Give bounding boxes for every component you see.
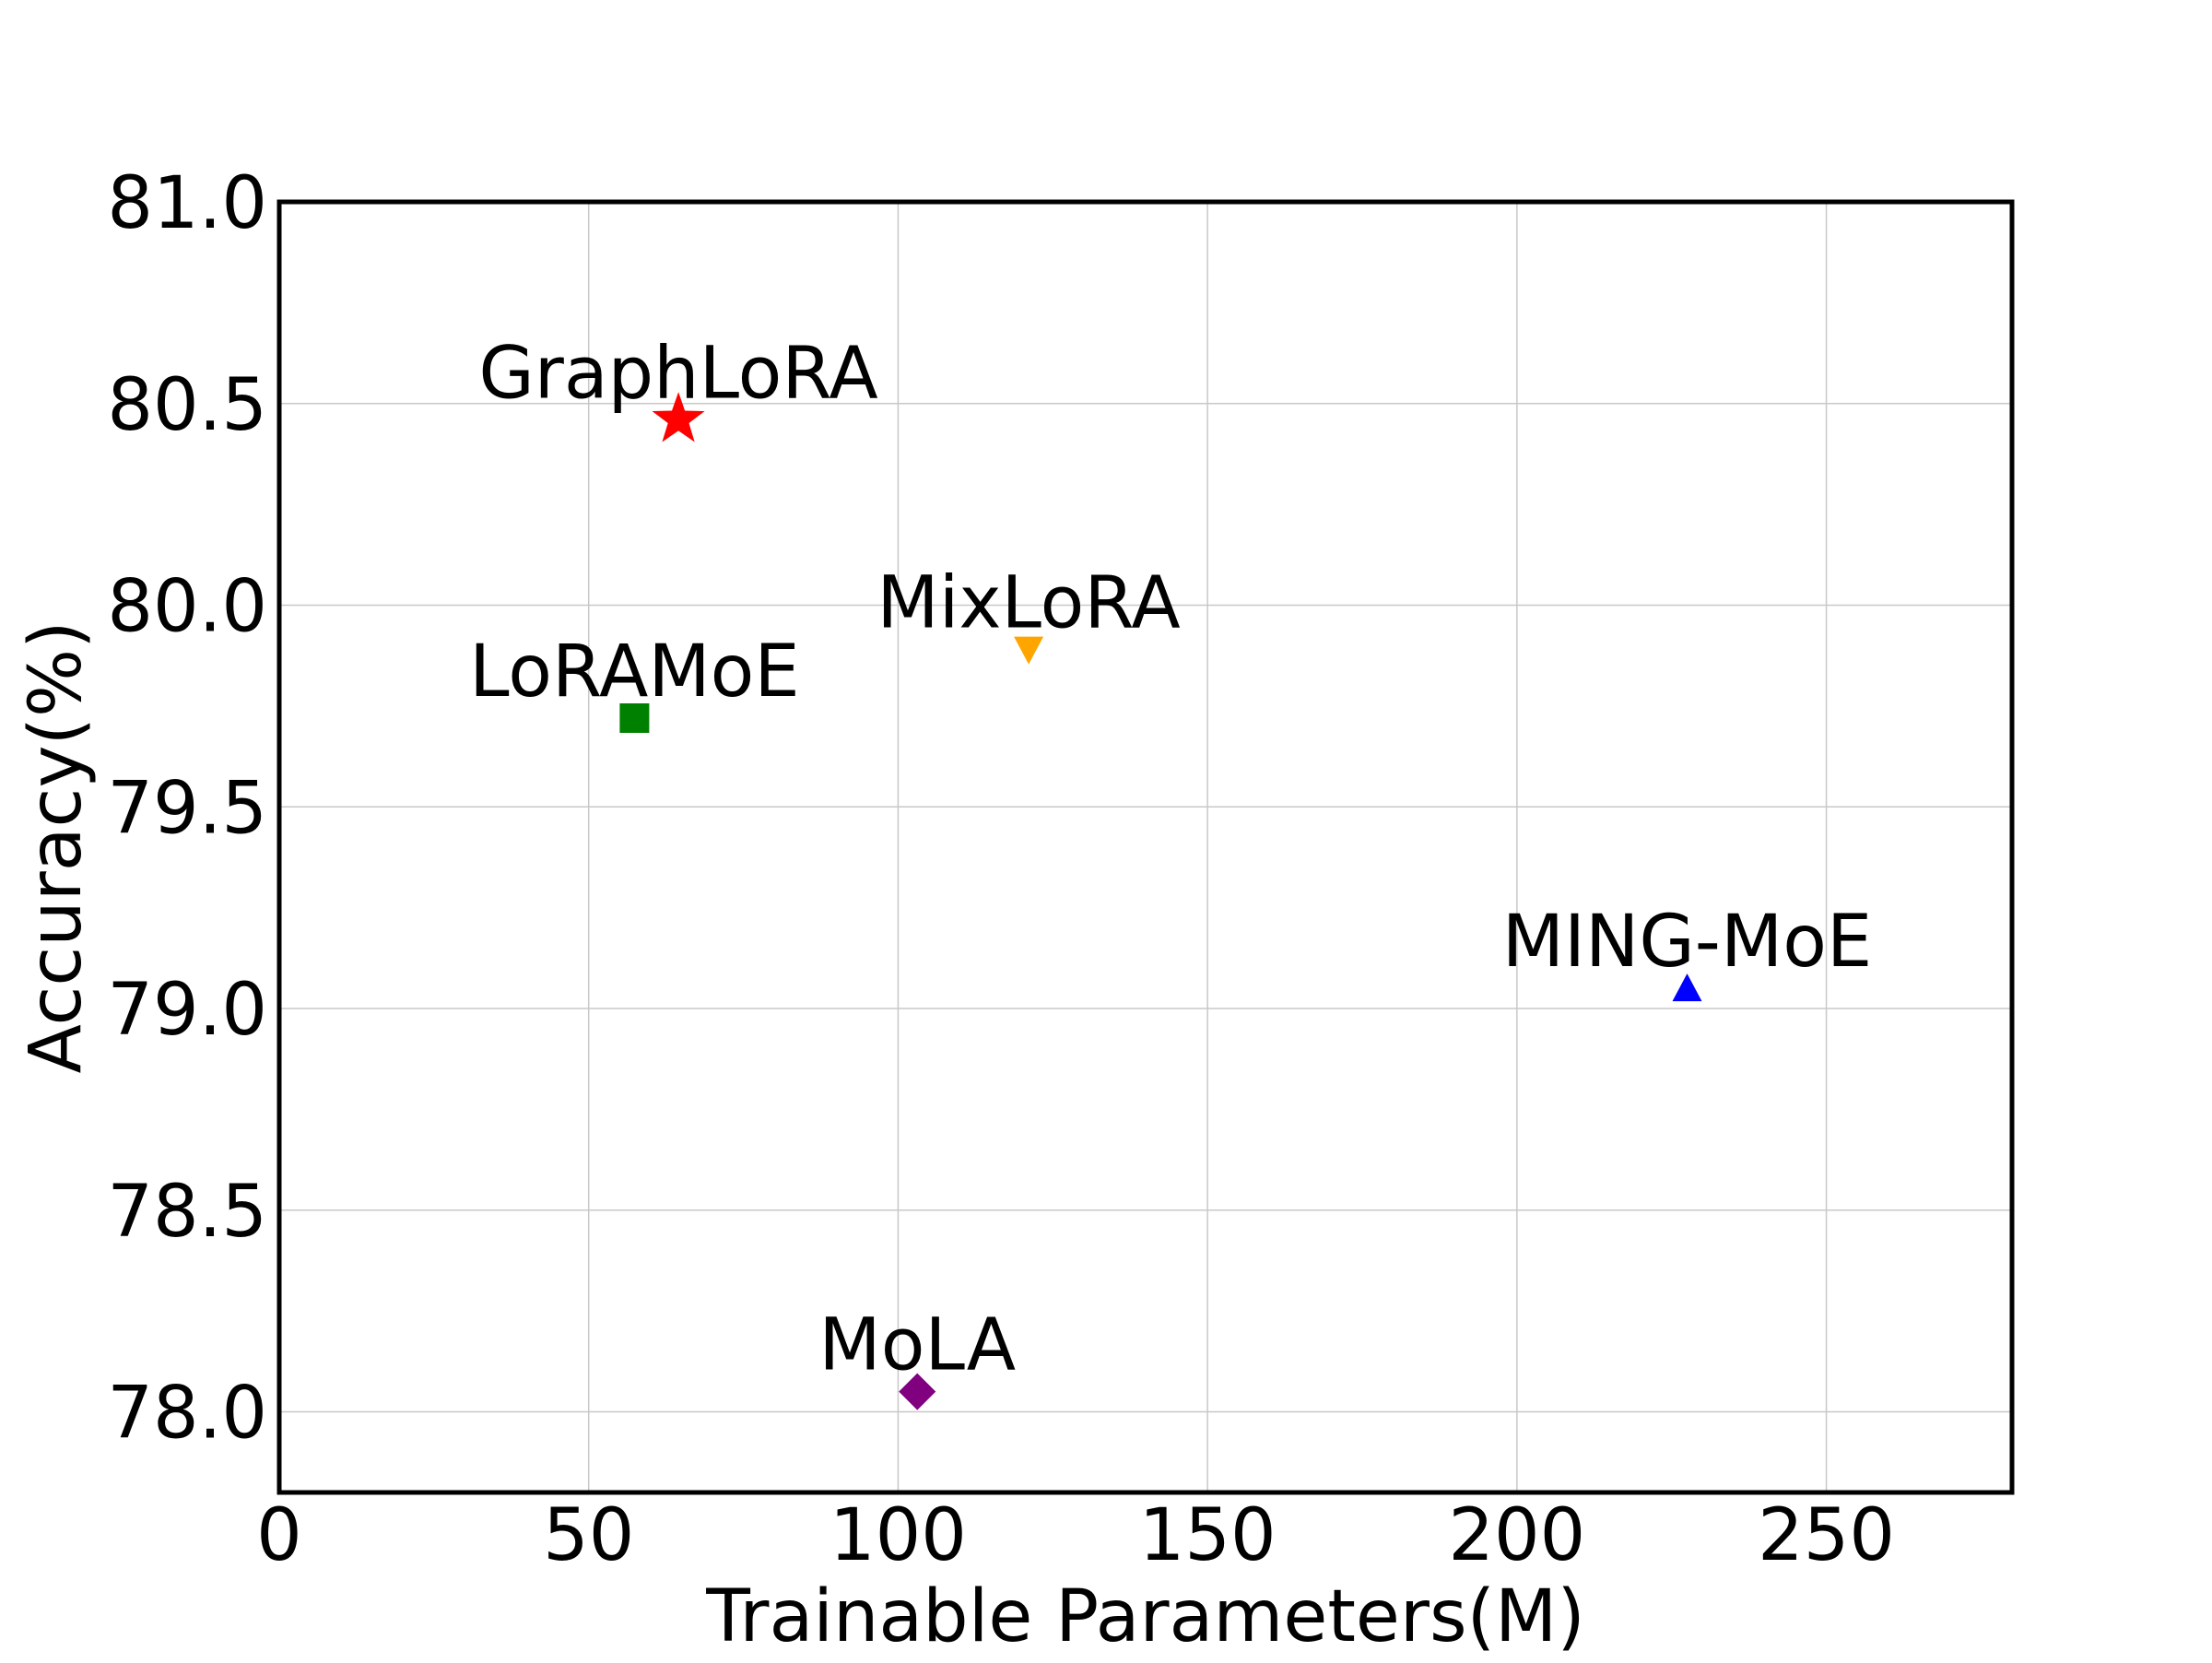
y-tick-label: 81.0 <box>107 162 267 245</box>
point-ming-moe-marker <box>1672 973 1702 1002</box>
point-mola-marker <box>899 1373 936 1410</box>
x-tick-label: 100 <box>830 1494 967 1577</box>
y-tick-label: 78.5 <box>107 1171 267 1254</box>
x-axis-title: Trainable Parameters(M) <box>705 1575 1585 1658</box>
point-loramoe-marker <box>619 703 650 733</box>
point-loramoe-label: LoRAMoE <box>469 631 800 714</box>
y-tick-label: 79.0 <box>107 969 267 1052</box>
plot-frame <box>276 199 2015 1495</box>
point-labels-layer: GraphLoRA MixLoRA LoRAMoE MING-MoE MoLA <box>469 332 1872 1386</box>
point-mixlora-label: MixLoRA <box>877 562 1180 645</box>
points-layer <box>619 392 1702 1410</box>
x-tick-label: 150 <box>1139 1494 1277 1577</box>
x-tick-label: 200 <box>1448 1494 1585 1577</box>
x-axis-ticks: 0 50 100 150 200 250 <box>256 1494 1895 1577</box>
point-ming-moe-label: MING-MoE <box>1502 901 1873 984</box>
point-mola-label: MoLA <box>818 1304 1016 1387</box>
y-tick-label: 78.0 <box>107 1373 267 1456</box>
x-tick-label: 250 <box>1758 1494 1895 1577</box>
x-tick-label: 50 <box>543 1494 634 1577</box>
y-tick-label: 79.5 <box>107 767 267 850</box>
y-axis-title: Accuracy(%) <box>15 620 98 1073</box>
x-tick-label: 0 <box>256 1494 302 1577</box>
point-graphlora-label: GraphLoRA <box>478 332 877 415</box>
point-mixlora-marker <box>1014 636 1044 665</box>
point-graphlora-marker <box>652 392 705 442</box>
y-tick-label: 80.5 <box>107 364 267 447</box>
y-axis-ticks: 78.0 78.5 79.0 79.5 80.0 80.5 81.0 <box>107 162 267 1456</box>
y-tick-label: 80.0 <box>107 566 267 649</box>
